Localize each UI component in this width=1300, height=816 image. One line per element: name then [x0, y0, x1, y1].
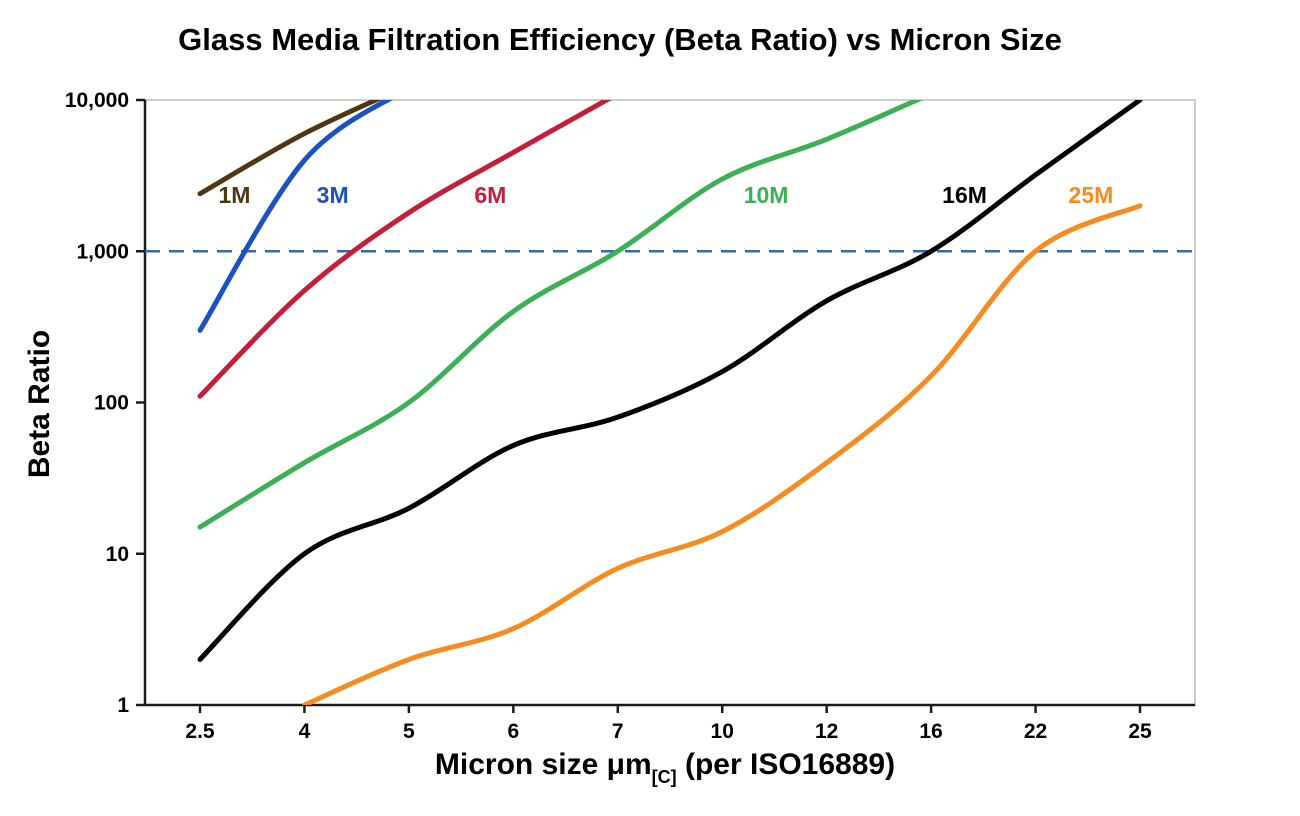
- series-label-6M: 6M: [474, 182, 506, 208]
- x-tick-label: 10: [711, 720, 734, 743]
- series-label-3M: 3M: [317, 182, 349, 208]
- series-line-6M: [197, 100, 612, 399]
- y-tick-label: 1: [117, 694, 129, 717]
- x-axis-label-rest: (per ISO16889): [676, 748, 896, 781]
- x-tick-label: 16: [919, 720, 942, 743]
- series-line-10M: [197, 100, 924, 530]
- x-tick-label: 22: [1024, 720, 1047, 743]
- x-axis-label-main: Micron size μm: [434, 748, 652, 781]
- y-tick-label: 10,000: [65, 89, 129, 112]
- series-label-1M: 1M: [218, 182, 250, 208]
- series-line-16M: [197, 100, 1143, 662]
- plot-frame: [144, 99, 1196, 706]
- x-tick-label: 25: [1128, 720, 1152, 743]
- y-tick-label: 100: [94, 392, 129, 415]
- x-tick-label: 2.5: [185, 720, 215, 743]
- series-line-1M: [197, 100, 383, 197]
- series-line-25M: [301, 203, 1143, 705]
- x-axis-label-subscript: [C]: [651, 767, 677, 787]
- x-tick-label: 4: [299, 720, 311, 743]
- series-group: [197, 100, 1143, 705]
- x-tick-label: 6: [507, 720, 519, 743]
- x-tick-label: 12: [815, 720, 838, 743]
- chart-title: Glass Media Filtration Efficiency (Beta …: [178, 22, 1062, 57]
- y-tick-label: 1,000: [76, 240, 129, 263]
- x-axis-label: Micron size μm[C] (per ISO16889): [0, 748, 1300, 787]
- y-tick-label: 10: [106, 543, 129, 566]
- series-label-16M: 16M: [942, 182, 987, 208]
- x-tick-label: 5: [403, 720, 415, 743]
- series-label-25M: 25M: [1069, 182, 1114, 208]
- series-line-3M: [197, 100, 393, 333]
- x-tick-label: 7: [612, 720, 624, 743]
- series-label-10M: 10M: [744, 182, 789, 208]
